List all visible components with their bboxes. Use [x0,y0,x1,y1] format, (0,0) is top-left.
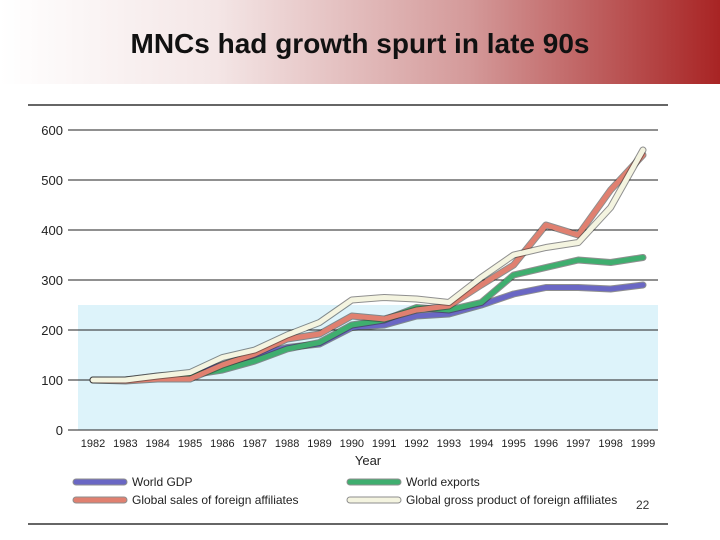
y-tick-label: 200 [41,323,63,338]
x-tick-label: 1982 [81,438,105,450]
y-tick-label: 400 [41,223,63,238]
x-axis-label: Year [355,453,382,468]
y-tick-label: 0 [56,423,63,438]
x-tick-label: 1999 [631,438,655,450]
x-tick-label: 1996 [534,438,558,450]
x-tick-label: 1998 [598,438,622,450]
x-tick-label: 1988 [275,438,299,450]
x-tick-label: 1994 [469,438,493,450]
slide-title: MNCs had growth spurt in late 90s [130,28,590,59]
x-tick-label: 1984 [145,438,169,450]
legend-label-3: Global gross product of foreign affiliat… [406,493,617,507]
x-tick-label: 1989 [307,438,331,450]
legend-label-1: World exports [406,475,480,489]
y-tick-label: 300 [41,273,63,288]
x-tick-label: 1997 [566,438,590,450]
y-tick-label: 100 [41,373,63,388]
y-tick-label: 600 [41,123,63,138]
y-tick-label: 500 [41,173,63,188]
x-tick-label: 1983 [113,438,137,450]
legend-label-0: World GDP [132,475,192,489]
x-tick-label: 1987 [243,438,267,450]
x-tick-label: 1986 [210,438,234,450]
x-tick-label: 1993 [437,438,461,450]
series-line-2 [90,152,646,384]
line-chart: 0 100 200 300 400 500 600 1982 1983 1984 1985 1986 1… [28,104,668,525]
x-tick-label: 1991 [372,438,396,450]
x-tick-label: 1985 [178,438,202,450]
x-tick-label: 1990 [340,438,364,450]
x-tick-label: 1995 [501,438,525,450]
series-line-3 [90,147,646,383]
title-banner [0,0,720,84]
page-number: 22 [636,498,650,512]
x-tick-label: 1992 [404,438,428,450]
legend-label-2: Global sales of foreign affiliates [132,493,299,507]
